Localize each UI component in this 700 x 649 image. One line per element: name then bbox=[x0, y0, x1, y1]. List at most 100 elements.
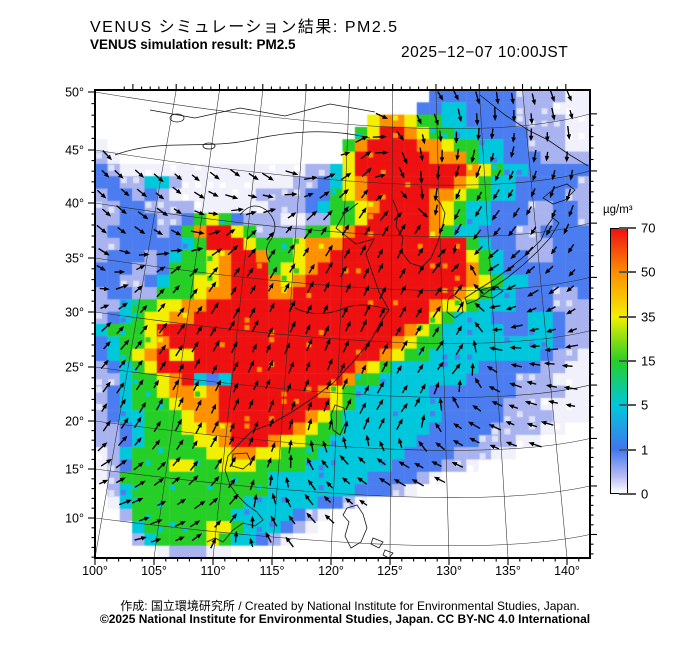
wind-arrow-head bbox=[214, 476, 220, 482]
wind-arrow-head bbox=[438, 339, 444, 346]
wind-arrow-head bbox=[343, 377, 348, 384]
wind-arrow-head bbox=[305, 361, 311, 368]
wind-arrow-head bbox=[565, 195, 571, 202]
wind-arrow-head bbox=[344, 340, 349, 347]
wind-arrow-head bbox=[311, 175, 318, 181]
parallel-line bbox=[95, 149, 590, 186]
wind-arrow-head bbox=[101, 442, 108, 448]
wind-arrow-head bbox=[251, 229, 257, 236]
wind-arrow-head bbox=[198, 230, 205, 235]
wind-arrow-head bbox=[103, 359, 109, 366]
wind-arrow-head bbox=[345, 248, 351, 255]
wind-arrow-head bbox=[322, 440, 327, 447]
meridian-line bbox=[478, 90, 509, 558]
wind-arrow-head bbox=[265, 378, 271, 385]
wind-arrow-head bbox=[474, 119, 480, 126]
wind-arrow-head bbox=[176, 174, 183, 181]
wind-arrow-head bbox=[454, 94, 459, 101]
wind-arrow-head bbox=[253, 420, 259, 427]
wind-arrow-head bbox=[431, 461, 438, 466]
wind-arrow-head bbox=[505, 266, 512, 272]
wind-arrow-head bbox=[435, 442, 441, 448]
wind-arrow-head bbox=[566, 286, 572, 293]
wind-arrow-head bbox=[137, 285, 143, 291]
wind-arrow-head bbox=[401, 284, 407, 291]
wind-arrow-head bbox=[396, 364, 402, 371]
simulation-timestamp: 2025−12−07 10:00JST bbox=[401, 44, 569, 61]
wind-arrow-head bbox=[510, 152, 515, 159]
wind-arrow-head bbox=[267, 457, 272, 464]
wind-arrow-head bbox=[487, 266, 494, 272]
wind-arrow-head bbox=[435, 305, 441, 312]
wind-arrow-head bbox=[289, 243, 295, 250]
meridian-line bbox=[522, 90, 568, 558]
wind-arrow-head bbox=[545, 307, 552, 312]
wind-arrow-head bbox=[285, 476, 290, 483]
wind-arrow-head bbox=[253, 493, 258, 500]
wind-arrow-head bbox=[180, 498, 187, 504]
wind-arrow-head bbox=[433, 210, 439, 216]
wind-arrow-head bbox=[142, 324, 148, 331]
wind-arrow-head bbox=[509, 345, 515, 350]
wind-arrow-head bbox=[343, 188, 349, 195]
wind-arrow-head bbox=[433, 195, 439, 202]
wind-arrow-head bbox=[457, 379, 463, 386]
wind-arrow-head bbox=[494, 175, 500, 182]
wind-arrow-head bbox=[566, 309, 572, 315]
wind-arrow-head bbox=[269, 417, 274, 424]
wind-arrow-head bbox=[382, 150, 389, 155]
wind-arrow-head bbox=[510, 363, 517, 368]
wind-arrow-head bbox=[250, 247, 257, 254]
wind-arrow-head bbox=[328, 418, 333, 425]
wind-arrow-head bbox=[345, 497, 351, 504]
wind-arrow-head bbox=[197, 399, 202, 406]
wind-arrow-head bbox=[268, 175, 274, 181]
wind-arrow-head bbox=[510, 98, 515, 105]
meridian-line bbox=[95, 90, 177, 558]
wind-arrow-head bbox=[174, 285, 180, 291]
wind-arrow-head bbox=[433, 476, 440, 482]
wind-arrow-head bbox=[124, 249, 131, 255]
wind-arrow-head bbox=[101, 228, 107, 234]
wind-arrow-head bbox=[158, 398, 164, 405]
wind-arrow-head bbox=[118, 326, 125, 332]
wind-arrow-head bbox=[526, 422, 533, 428]
wind-arrow-head bbox=[234, 398, 240, 404]
wind-arrow-head bbox=[488, 346, 495, 351]
wind-arrow-head bbox=[378, 320, 384, 327]
wind-arrow-head bbox=[195, 358, 201, 365]
parallel-line bbox=[95, 468, 590, 498]
parallel-line bbox=[95, 366, 590, 398]
wind-arrow-head bbox=[417, 307, 423, 314]
wind-arrow-head bbox=[455, 154, 460, 161]
wind-arrow-head bbox=[364, 284, 370, 291]
wind-arrow-head bbox=[492, 194, 498, 200]
wind-arrow-head bbox=[138, 461, 144, 468]
wind-arrow-head bbox=[307, 304, 312, 311]
wind-arrow-head bbox=[161, 360, 166, 367]
wind-arrow-head bbox=[415, 397, 421, 404]
axis-labels: 50° 45° 40° 35° 30° 25° 20° 15° 10° 100° 105° 110° 1… bbox=[65, 86, 580, 579]
wind-arrow-head bbox=[175, 230, 182, 236]
wind-arrow-head bbox=[161, 344, 167, 351]
wind-arrow-head bbox=[380, 173, 387, 179]
wind-arrow-head bbox=[122, 284, 129, 289]
wind-arrow-head bbox=[177, 418, 182, 425]
meridian-line bbox=[212, 90, 264, 558]
wind-arrow-head bbox=[418, 247, 424, 254]
wind-arrow-head bbox=[505, 441, 512, 447]
wind-arrow-head bbox=[213, 302, 219, 309]
wind-arrow-head bbox=[469, 437, 476, 443]
wind-arrow-head bbox=[568, 271, 574, 277]
wind-arrow-head bbox=[341, 477, 348, 483]
wind-arrow-head bbox=[495, 98, 500, 105]
wind-arrow-head bbox=[453, 263, 460, 270]
wind-arrow-head bbox=[233, 530, 239, 537]
wind-arrow-head bbox=[175, 265, 182, 271]
coastline-path bbox=[239, 205, 276, 263]
wind-arrow-head bbox=[212, 266, 219, 273]
wind-arrow-head bbox=[121, 459, 128, 465]
wind-arrow-head bbox=[305, 324, 311, 331]
